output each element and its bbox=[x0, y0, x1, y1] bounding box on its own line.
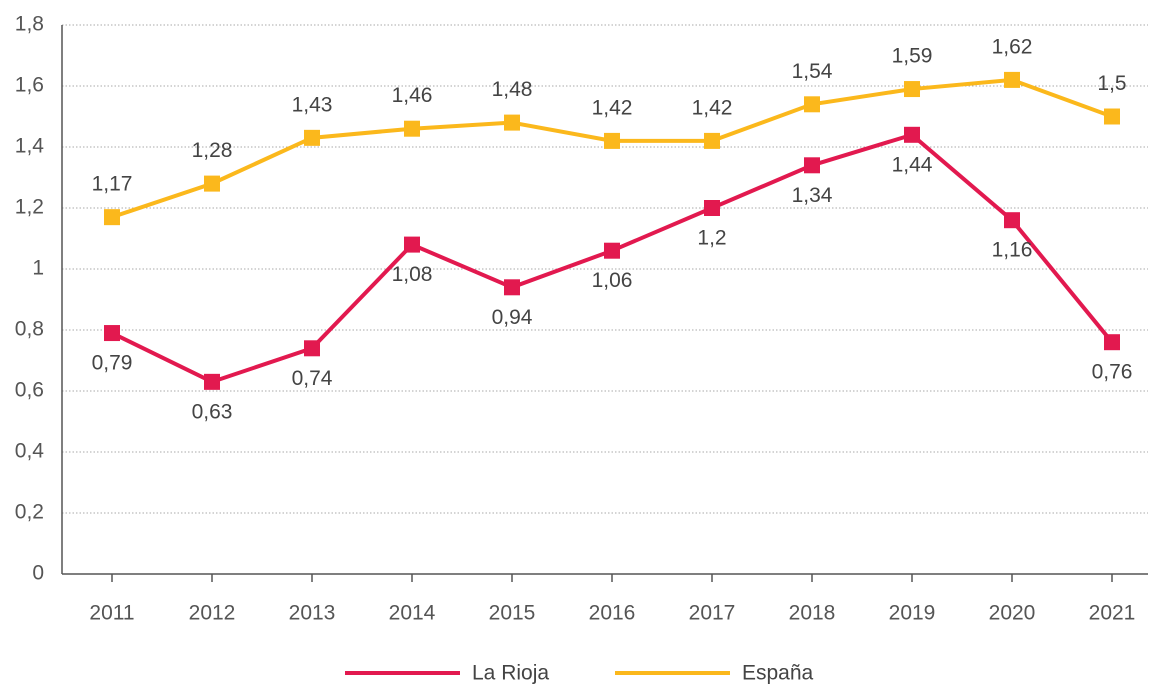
data-label: 1,59 bbox=[892, 45, 933, 68]
data-label: 0,74 bbox=[292, 367, 333, 390]
point-marker bbox=[504, 279, 520, 296]
y-tick-label: 1 bbox=[32, 257, 44, 280]
point-marker bbox=[804, 96, 820, 113]
point-marker bbox=[804, 157, 820, 174]
data-label: 1,46 bbox=[392, 84, 433, 107]
point-marker bbox=[1104, 334, 1120, 351]
y-tick-label: 1,4 bbox=[15, 135, 45, 158]
point-marker bbox=[904, 81, 920, 98]
point-marker bbox=[1104, 108, 1120, 125]
point-marker bbox=[1004, 71, 1020, 88]
point-marker bbox=[704, 132, 720, 149]
data-label: 1,54 bbox=[792, 60, 833, 83]
point-marker bbox=[104, 325, 120, 342]
x-tick-label: 2012 bbox=[189, 602, 236, 625]
y-tick-label: 1,6 bbox=[15, 74, 44, 97]
x-tick-label: 2018 bbox=[789, 602, 836, 625]
x-tick-label: 2016 bbox=[589, 602, 636, 625]
data-label: 1,28 bbox=[192, 139, 233, 162]
data-label: 1,48 bbox=[492, 78, 533, 101]
data-label: 1,43 bbox=[292, 93, 333, 116]
data-label: 1,42 bbox=[592, 96, 633, 119]
x-tick-label: 2013 bbox=[289, 602, 336, 625]
data-label: 0,94 bbox=[492, 306, 533, 329]
data-label: 1,08 bbox=[392, 263, 433, 286]
point-marker bbox=[604, 132, 620, 149]
y-tick-label: 0,4 bbox=[15, 440, 45, 463]
x-tick-label: 2015 bbox=[489, 602, 536, 625]
x-tick-label: 2011 bbox=[89, 602, 134, 625]
y-tick-label: 0,2 bbox=[15, 501, 44, 524]
data-label: 1,06 bbox=[592, 269, 633, 292]
x-tick-label: 2019 bbox=[889, 602, 936, 625]
data-label: 1,16 bbox=[992, 239, 1033, 262]
data-label: 0,79 bbox=[92, 352, 133, 375]
y-tick-label: 0,8 bbox=[15, 318, 44, 341]
point-marker bbox=[404, 120, 420, 137]
point-marker bbox=[204, 175, 220, 192]
x-tick-label: 2020 bbox=[989, 602, 1036, 625]
data-label: 1,5 bbox=[1097, 72, 1126, 95]
point-marker bbox=[104, 209, 120, 226]
data-label: 0,63 bbox=[192, 400, 233, 423]
point-marker bbox=[504, 114, 520, 131]
data-label: 1,34 bbox=[792, 184, 833, 207]
point-marker bbox=[304, 340, 320, 357]
y-tick-label: 1,8 bbox=[15, 13, 44, 36]
y-tick-label: 0 bbox=[32, 562, 44, 585]
point-marker bbox=[1004, 212, 1020, 229]
y-tick-label: 0,6 bbox=[15, 379, 44, 402]
point-marker bbox=[904, 126, 920, 143]
data-label: 0,76 bbox=[1092, 361, 1133, 384]
point-marker bbox=[604, 242, 620, 259]
point-marker bbox=[304, 129, 320, 146]
x-tick-label: 2021 bbox=[1089, 602, 1136, 625]
legend-label: La Rioja bbox=[472, 662, 549, 685]
point-marker bbox=[204, 373, 220, 390]
data-label: 1,42 bbox=[692, 96, 733, 119]
data-label: 1,44 bbox=[892, 153, 933, 176]
data-label: 1,2 bbox=[697, 227, 726, 250]
data-label: 1,17 bbox=[92, 173, 133, 196]
x-tick-label: 2014 bbox=[389, 602, 436, 625]
data-label: 1,62 bbox=[992, 35, 1033, 58]
x-tick-label: 2017 bbox=[689, 602, 736, 625]
point-marker bbox=[704, 200, 720, 216]
point-marker bbox=[404, 236, 420, 253]
legend-label: España bbox=[742, 662, 814, 685]
y-tick-label: 1,2 bbox=[15, 196, 44, 219]
